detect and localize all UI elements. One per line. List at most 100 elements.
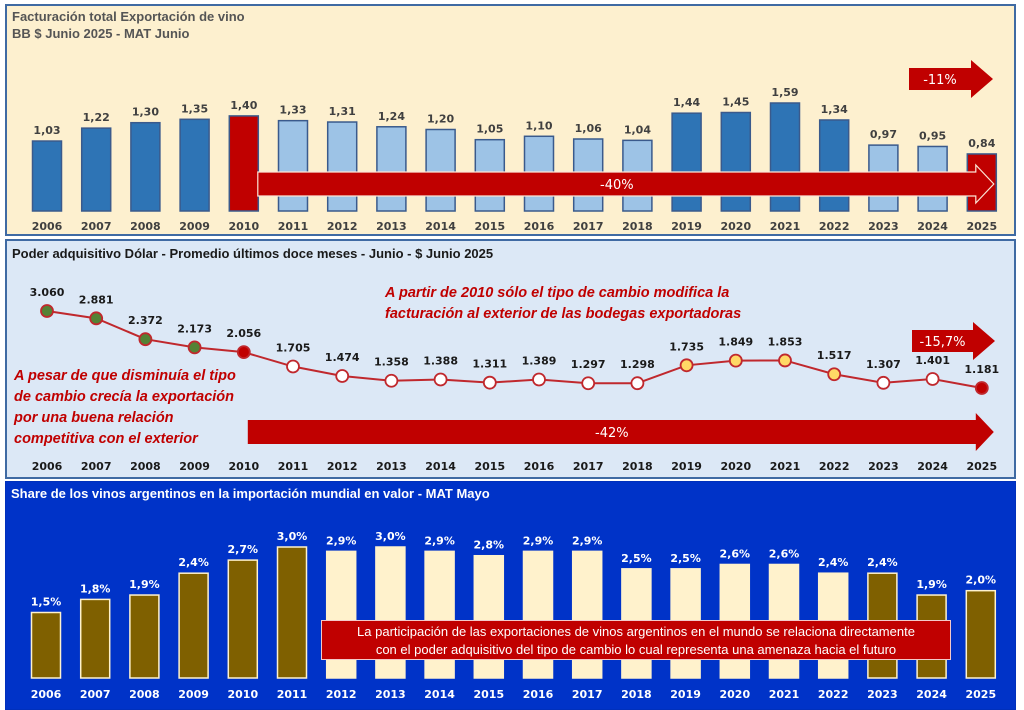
value-label-2022: 1.517 [817,349,852,362]
value-label-2018: 2,5% [621,552,652,565]
x-tick-2019: 2019 [670,688,701,701]
x-tick-2016: 2016 [524,460,555,473]
value-label-2008: 1,30 [132,106,159,119]
world-share-chart: 1,5% 2006 1,8% 2007 1,9% 2008 2,4% 2009 2,7% 2010… [31,530,996,701]
value-label-2008: 1,9% [129,578,160,591]
value-label-2007: 2.881 [79,293,114,306]
value-label-2014: 2,9% [424,534,455,547]
export-revenue-title-line1: Facturación total Exportación de vino [12,9,245,24]
value-label-2017: 1,06 [575,122,602,135]
marker-2022 [827,367,842,382]
note-exchange-rate-line1: A partir de 2010 sólo el tipo de cambio … [385,285,730,301]
x-tick-2011: 2011 [278,220,309,233]
value-label-2020: 1,45 [722,96,749,109]
value-label-2011: 3,0% [277,530,308,543]
marker-2007 [89,311,104,326]
value-label-2009: 2,4% [178,556,209,569]
x-tick-2025: 2025 [966,460,997,473]
value-label-2010: 1,40 [230,99,257,112]
x-tick-2006: 2006 [31,688,62,701]
value-label-2015: 1,05 [476,123,503,136]
marker-2013 [384,373,399,388]
value-label-2012: 2,9% [326,534,357,547]
x-tick-2008: 2008 [130,220,161,233]
export-revenue-panel: 1,03 2006 1,22 2007 1,30 2008 1,35 2009 1,40 2010… [5,4,1016,236]
value-label-2020: 2,6% [720,547,751,560]
x-tick-2022: 2022 [819,220,850,233]
x-tick-2013: 2013 [376,460,407,473]
value-label-2022: 2,4% [818,556,849,569]
note-competitiveness: A pesar de que disminuía el tipo de camb… [14,366,236,450]
x-tick-2021: 2021 [769,688,800,701]
x-tick-2013: 2013 [375,688,406,701]
value-label-2010: 2.056 [226,327,261,340]
value-label-2011: 1,33 [279,104,306,117]
value-label-2007: 1,22 [83,111,110,124]
x-tick-2006: 2006 [32,460,63,473]
value-label-2017: 1.297 [571,358,606,371]
world-share-note-box: La participación de las exportaciones de… [321,620,951,660]
marker-2020 [728,353,743,368]
value-label-2013: 1.358 [374,356,409,369]
bar-2013 [376,126,407,212]
x-tick-2022: 2022 [819,460,850,473]
x-tick-2023: 2023 [868,220,899,233]
marker-2018 [630,376,645,391]
export-revenue-chart: 1,03 2006 1,22 2007 1,30 2008 1,35 2009 1,40 2010… [32,60,997,233]
note-exchange-rate: A partir de 2010 sólo el tipo de cambio … [385,283,741,325]
decline-arrow-2023-2025 [909,60,993,98]
x-tick-2022: 2022 [818,688,849,701]
bar-2022 [818,119,850,212]
x-tick-2014: 2014 [424,688,455,701]
decline-arrow-2023-2025-label: -11% [923,73,957,88]
x-tick-2017: 2017 [573,460,604,473]
value-label-2013: 3,0% [375,530,406,543]
x-tick-2015: 2015 [473,688,504,701]
value-label-2018: 1,04 [624,123,651,136]
marker-2008 [138,332,153,347]
marker-2010 [236,345,251,360]
x-tick-2025: 2025 [965,688,996,701]
x-tick-2017: 2017 [572,688,603,701]
x-tick-2007: 2007 [81,220,112,233]
decline-arrow-2010-2025 [247,413,994,451]
x-tick-2014: 2014 [425,220,456,233]
x-tick-2014: 2014 [425,460,456,473]
value-label-2023: 0,97 [870,128,897,141]
x-tick-2019: 2019 [671,460,702,473]
marker-2016 [532,372,546,387]
value-label-2021: 2,6% [769,547,800,560]
x-tick-2015: 2015 [474,460,505,473]
marker-2024 [925,372,940,386]
value-label-2021: 1.853 [768,335,803,348]
decline-arrow-2010-2025-label: -42% [595,426,629,441]
note-competitiveness-line4: competitiva con el exterior [14,431,198,447]
marker-2021 [778,353,792,368]
x-tick-2025: 2025 [966,220,997,233]
marker-2023 [876,375,891,390]
value-label-2011: 1.705 [276,342,311,355]
x-tick-2007: 2007 [80,688,111,701]
dollar-purchasing-power-chart: -42% -15,7% 3.060 2006 2.881 2007 2.372 2008 2.1… [30,286,1000,473]
value-label-2012: 1.474 [325,351,360,364]
x-tick-2018: 2018 [622,220,653,233]
value-label-2012: 1,31 [329,105,356,118]
note-competitiveness-line1: A pesar de que disminuía el tipo [14,368,236,384]
value-label-2020: 1.849 [718,336,753,349]
exchange-rate-line [46,310,982,389]
bar-2011 [276,546,308,679]
x-tick-2018: 2018 [622,460,653,473]
x-tick-2016: 2016 [523,688,554,701]
x-tick-2019: 2019 [671,220,702,233]
value-label-2024: 1,9% [916,578,947,591]
value-label-2015: 1.311 [472,358,507,371]
world-share-note-line2: con el poder adquisitivo del tipo de cam… [375,642,897,657]
value-label-2024: 0,95 [919,129,946,142]
decline-arrow-2023-2025 [912,322,995,360]
value-label-2019: 1.735 [669,340,704,353]
x-tick-2011: 2011 [277,688,308,701]
bar-2009 [178,572,209,679]
value-label-2006: 3.060 [30,286,65,299]
x-tick-2010: 2010 [228,220,259,233]
decline-arrow-2010-2025-label: -40% [600,178,634,193]
